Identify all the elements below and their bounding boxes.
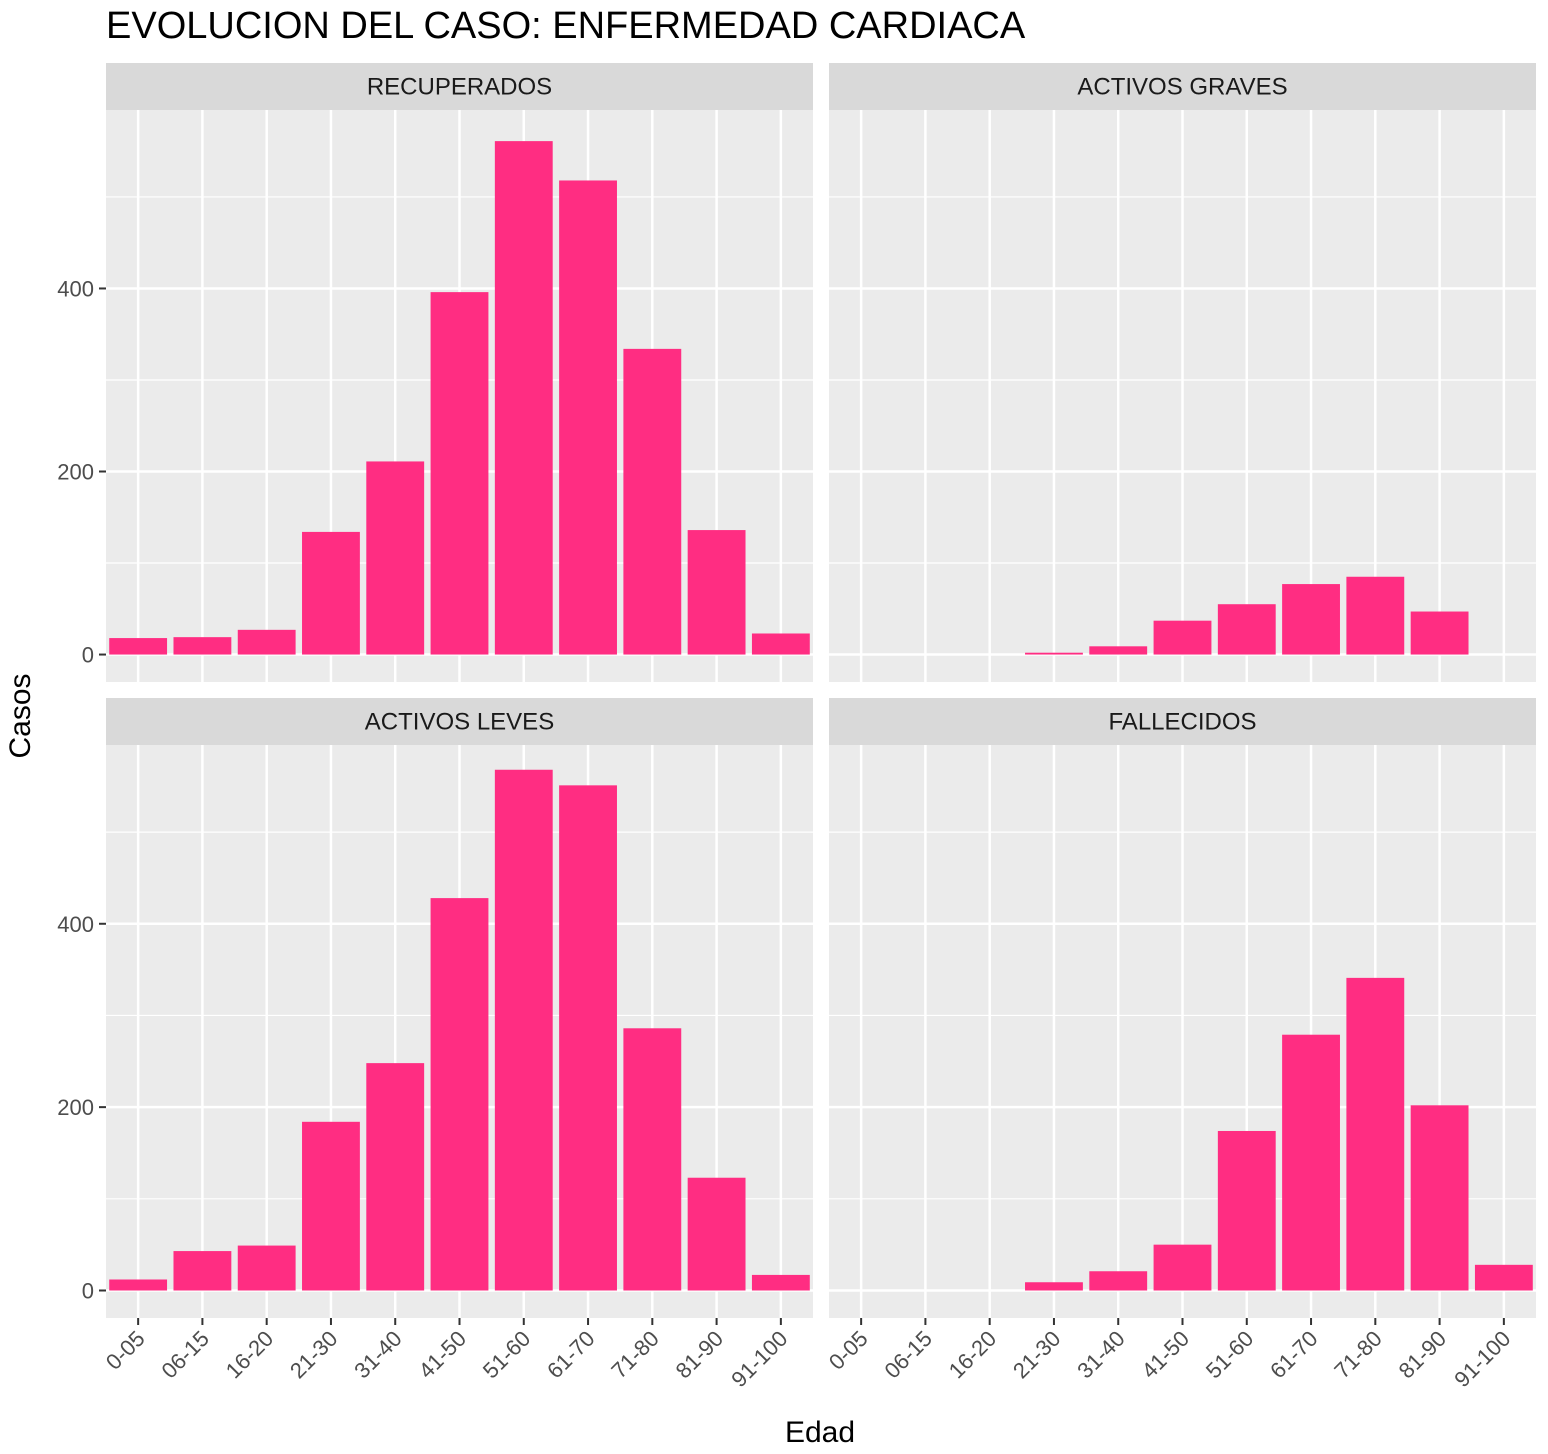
- bar-21-30: [1025, 1282, 1083, 1291]
- bar-91-100: [1474, 1264, 1533, 1291]
- bar-81-90: [687, 530, 746, 655]
- x-tick-label: 41-50: [414, 1326, 471, 1383]
- bar-41-50: [430, 898, 489, 1291]
- panel-strip-label: ACTIVOS LEVES: [365, 709, 554, 736]
- y-tick-label: 0: [82, 643, 94, 668]
- x-tick-label: 91-100: [726, 1326, 792, 1392]
- bar-51-60: [1217, 1130, 1276, 1291]
- bar-21-30: [1025, 652, 1083, 655]
- panel-activos-graves: ACTIVOS GRAVES: [829, 63, 1536, 682]
- bar-71-80: [1346, 977, 1405, 1291]
- x-tick-label: 16-20: [944, 1326, 1001, 1383]
- y-tick-label: 400: [57, 276, 94, 301]
- x-tick-label: 81-90: [671, 1326, 728, 1383]
- bar-06-15: [173, 637, 232, 655]
- x-tick-label: 06-15: [879, 1326, 936, 1383]
- bar-71-80: [1346, 576, 1405, 655]
- x-tick-label: 21-30: [1008, 1326, 1065, 1383]
- y-tick-label: 200: [57, 460, 94, 485]
- panel-strip-label: FALLECIDOS: [1108, 709, 1256, 736]
- x-tick-label: 31-40: [349, 1326, 406, 1383]
- bar-0-05: [109, 638, 168, 655]
- bar-16-20: [237, 1245, 296, 1291]
- panel-strip-label: RECUPERADOS: [367, 74, 552, 101]
- bar-71-80: [623, 1028, 682, 1291]
- y-axis-title: Casos: [4, 673, 37, 758]
- x-tick-label: 91-100: [1449, 1326, 1515, 1392]
- x-tick-label: 71-80: [1329, 1326, 1386, 1383]
- bar-31-40: [366, 1063, 425, 1291]
- bar-21-30: [302, 531, 360, 655]
- x-tick-label: 71-80: [606, 1326, 663, 1383]
- bar-41-50: [430, 292, 489, 655]
- x-tick-label: 0-05: [824, 1326, 873, 1375]
- panel-strip-label: ACTIVOS GRAVES: [1077, 74, 1287, 101]
- panel-strip: [106, 63, 813, 110]
- y-tick-label: 400: [57, 912, 94, 937]
- bar-81-90: [1410, 1105, 1469, 1291]
- bar-16-20: [237, 629, 296, 655]
- bar-51-60: [494, 141, 553, 655]
- bar-51-60: [1217, 604, 1276, 655]
- bar-51-60: [494, 769, 553, 1291]
- panel-strip: [829, 63, 1536, 110]
- bar-31-40: [366, 461, 425, 655]
- panel-fallecidos: FALLECIDOS 0-05 06-15 16-20 21-30 31-40 41-50 5…: [824, 698, 1536, 1392]
- bar-91-100: [751, 633, 810, 655]
- x-tick-label: 31-40: [1072, 1326, 1129, 1383]
- bar-0-05: [109, 1279, 168, 1291]
- panel-recuperados: RECUPERADOS 0 200 400: [57, 63, 813, 682]
- panel-strip: [106, 698, 813, 745]
- bar-81-90: [687, 1177, 746, 1291]
- bar-91-100: [751, 1274, 810, 1291]
- x-tick-label: 51-60: [478, 1326, 535, 1383]
- x-tick-label: 41-50: [1137, 1326, 1194, 1383]
- chart-title: EVOLUCION DEL CASO: ENFERMEDAD CARDIACA: [106, 5, 1026, 47]
- bar-61-70: [559, 180, 617, 655]
- x-tick-label: 06-15: [156, 1326, 213, 1383]
- bar-21-30: [302, 1121, 360, 1291]
- bar-81-90: [1410, 611, 1469, 655]
- bar-41-50: [1153, 1244, 1212, 1291]
- x-axis-title: Edad: [785, 1416, 855, 1449]
- x-tick-label: 51-60: [1201, 1326, 1258, 1383]
- panel-strip: [829, 698, 1536, 745]
- bar-71-80: [623, 348, 682, 655]
- bar-61-70: [1282, 584, 1340, 655]
- bar-61-70: [559, 785, 617, 1291]
- panel-activos-leves: ACTIVOS LEVES 0 200 400 0-05 06-15 16-20 21-30 3…: [57, 698, 813, 1392]
- x-tick-label: 61-70: [1265, 1326, 1322, 1383]
- bar-31-40: [1089, 1271, 1148, 1291]
- bar-61-70: [1282, 1034, 1340, 1291]
- bar-41-50: [1153, 620, 1212, 655]
- x-tick-label: 0-05: [101, 1326, 150, 1375]
- x-tick-label: 21-30: [285, 1326, 342, 1383]
- y-tick-label: 200: [57, 1095, 94, 1120]
- bar-31-40: [1089, 646, 1148, 655]
- panels-layer: RECUPERADOS 0 200 400 ACTIVOS GRAVES ACTIVOS …: [57, 63, 1536, 1392]
- y-tick-label: 0: [82, 1278, 94, 1303]
- bar-06-15: [173, 1251, 232, 1291]
- x-tick-label: 81-90: [1394, 1326, 1451, 1383]
- x-tick-label: 16-20: [221, 1326, 278, 1383]
- x-tick-label: 61-70: [542, 1326, 599, 1383]
